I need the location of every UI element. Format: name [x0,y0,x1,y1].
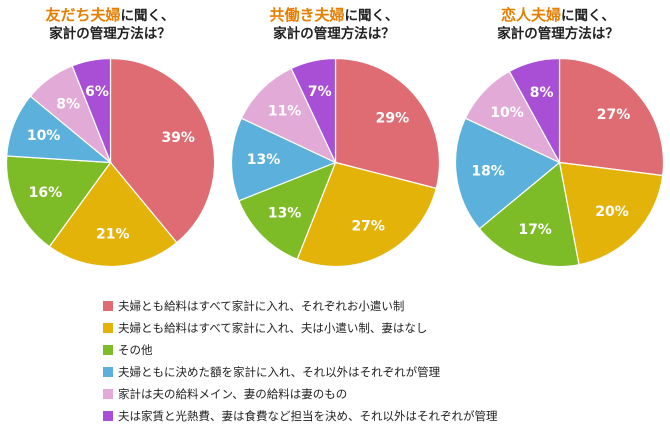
pie-slice [238,161,337,260]
pie-chart-2: 29% 27% 13% 13% 11% 7% [230,57,441,268]
data-label: 20% [595,204,629,220]
pie-slice [230,117,338,202]
chart-title-2: 共働き夫婦に聞く、 家計の管理方法は？ [229,6,439,43]
data-label: 18% [471,164,505,180]
pie-slice [508,57,561,163]
legend-swatch [103,323,113,333]
legend-item: 夫は家賃と光熱費、妻は食費など担当を決め、それ以外はそれぞれが管理 [103,407,623,425]
data-label: 8% [530,85,554,101]
legend-label: 家計は夫の給料メイン、妻の給料は妻のもの [118,387,348,401]
pie-chart-3: 27% 20% 17% 18% 10% 8% [454,57,665,268]
title-highlight: 友だち夫婦 [45,6,121,24]
title-line-2: 家計の管理方法は？ [49,26,171,42]
data-label: 6% [85,84,109,100]
data-label: 27% [597,107,631,123]
pie-slice [478,161,580,268]
legend-label: その他 [118,343,153,357]
legend-item: 夫婦ともに決めた額を家計に入れ、それ以外はそれぞれが管理 [103,363,623,381]
title-highlight: 恋人夫婦 [500,6,561,24]
legend-label: 夫婦ともに決めた額を家計に入れ、それ以外はそれぞれが管理 [118,365,441,379]
data-label: 16% [29,185,63,201]
title-highlight: 共働き夫婦 [269,6,345,24]
legend-swatch [103,301,113,311]
chart-title-1: 友だち夫婦に聞く、 家計の管理方法は？ [5,6,215,43]
title-line-2: 家計の管理方法は？ [273,26,395,42]
pie-slice [5,155,112,248]
pie-slice [48,161,178,268]
legend-item: 夫婦とも給料はすべて家計に入れ、それぞれお小遣い制 [103,297,623,315]
legend-swatch [103,367,113,377]
title-rest: に聞く、 [561,8,615,24]
legend-label: 夫は家賃と光熱費、妻は食費など担当を決め、それ以外はそれぞれが管理 [118,409,498,423]
title-rest: に聞く、 [120,8,175,24]
legend-swatch [103,389,113,399]
legend-label: 夫婦とも給料はすべて家計に入れ、夫は小遣い制、妻はなし [118,321,428,335]
title-line-2: 家計の管理方法は？ [497,26,619,42]
data-label: 39% [161,130,195,146]
pie-chart-1: 39% 21% 16% 10% 8% 6% [5,57,216,268]
title-line-1: 共働き夫婦に聞く、 [229,6,439,25]
data-label: 11% [268,104,302,120]
legend-label: 夫婦とも給料はすべて家計に入れ、それぞれお小遣い制 [118,299,405,313]
data-label: 27% [351,219,385,235]
title-line-1: 友だち夫婦に聞く、 [5,6,215,25]
data-label: 10% [27,128,61,144]
pie-slice [334,57,441,190]
chart-title-3: 恋人夫婦に聞く、 家計の管理方法は？ [453,6,663,43]
pie-slice [558,57,665,177]
data-label: 21% [96,227,130,243]
title-rest: に聞く、 [344,8,399,24]
pie-slice [558,161,664,266]
title-line-1: 恋人夫婦に聞く、 [453,6,663,25]
data-label: 29% [376,110,410,126]
pie-slice [240,67,337,164]
data-label: 10% [490,105,524,121]
data-label: 7% [308,84,332,100]
pie-slice [296,161,437,268]
legend-item: 夫婦とも給料はすべて家計に入れ、夫は小遣い制、妻はなし [103,319,623,337]
data-label: 13% [247,152,281,168]
pie-slice [71,57,112,163]
pie-slice [290,57,337,163]
legend-item: 家計は夫の給料メイン、妻の給料は妻のもの [103,385,623,403]
legend-item: その他 [103,341,623,359]
legend-swatch [103,345,113,355]
legend-swatch [103,411,113,421]
pie-slice [454,117,561,230]
data-label: 17% [518,222,552,238]
data-label: 8% [56,96,80,112]
data-label: 13% [268,205,302,221]
pie-slice [109,57,216,244]
